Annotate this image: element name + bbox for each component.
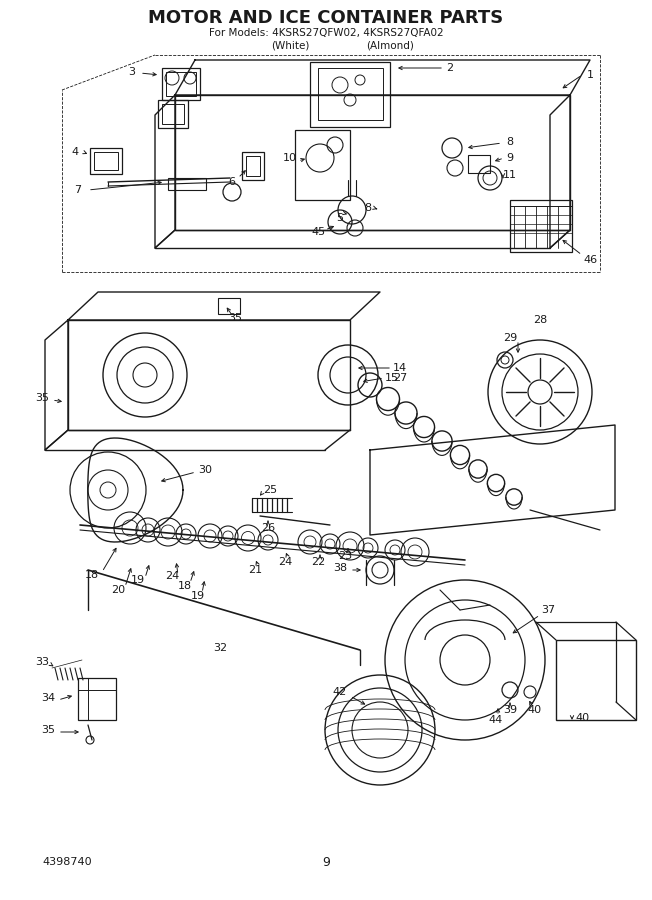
Bar — [94, 152, 118, 170]
Bar — [310, 62, 390, 127]
Text: 20: 20 — [111, 585, 125, 595]
Bar — [162, 68, 200, 100]
Text: 15: 15 — [385, 373, 399, 383]
Text: 23: 23 — [338, 551, 352, 561]
Text: 18: 18 — [178, 581, 192, 591]
Text: 9: 9 — [322, 856, 330, 868]
Text: 42: 42 — [333, 687, 347, 697]
Text: For Models: 4KSRS27QFW02, 4KSRS27QFA02: For Models: 4KSRS27QFW02, 4KSRS27QFA02 — [209, 28, 443, 38]
Text: (White): (White) — [271, 40, 309, 50]
Text: 45: 45 — [311, 227, 325, 237]
Text: 35: 35 — [228, 313, 242, 323]
Text: 18: 18 — [85, 570, 99, 580]
Text: 19: 19 — [131, 575, 145, 585]
Text: 2: 2 — [447, 63, 454, 73]
Bar — [318, 68, 383, 120]
Bar — [468, 155, 490, 173]
Text: 14: 14 — [393, 363, 407, 373]
Text: 34: 34 — [41, 693, 55, 703]
Text: 24: 24 — [278, 557, 292, 567]
Bar — [295, 130, 350, 200]
Text: 1: 1 — [587, 70, 593, 80]
Bar — [168, 178, 206, 190]
Text: 4398740: 4398740 — [42, 857, 92, 867]
Bar — [510, 200, 572, 252]
Bar — [166, 72, 196, 96]
Text: 44: 44 — [489, 715, 503, 725]
Bar — [242, 152, 264, 180]
Text: 46: 46 — [583, 255, 597, 265]
Text: 37: 37 — [541, 605, 555, 615]
Text: MOTOR AND ICE CONTAINER PARTS: MOTOR AND ICE CONTAINER PARTS — [149, 9, 503, 27]
Bar — [218, 298, 240, 314]
Text: 9: 9 — [507, 153, 514, 163]
Text: 29: 29 — [503, 333, 517, 343]
Text: 28: 28 — [533, 315, 547, 325]
Text: 7: 7 — [74, 185, 82, 195]
Text: 8: 8 — [364, 203, 372, 213]
Text: 5: 5 — [336, 213, 344, 223]
Bar — [158, 100, 188, 128]
Bar — [90, 148, 122, 174]
Text: 26: 26 — [261, 523, 275, 533]
Bar — [162, 104, 184, 124]
Text: 25: 25 — [263, 485, 277, 495]
Text: 39: 39 — [503, 705, 517, 715]
Text: 35: 35 — [41, 725, 55, 735]
Text: (Almond): (Almond) — [366, 40, 414, 50]
Text: 10: 10 — [283, 153, 297, 163]
Text: 33: 33 — [35, 657, 49, 667]
Text: 8: 8 — [507, 137, 514, 147]
Bar — [78, 678, 116, 720]
Text: 21: 21 — [248, 565, 262, 575]
Text: 38: 38 — [333, 563, 347, 573]
Text: 27: 27 — [393, 373, 407, 383]
Text: 30: 30 — [198, 465, 212, 475]
Text: 6: 6 — [228, 177, 235, 187]
Text: 40: 40 — [575, 713, 589, 723]
Text: 40: 40 — [528, 705, 542, 715]
Text: 24: 24 — [165, 571, 179, 581]
Text: 19: 19 — [191, 591, 205, 601]
Bar — [246, 156, 260, 176]
Bar — [556, 640, 636, 720]
Text: 11: 11 — [503, 170, 517, 180]
Text: 35: 35 — [35, 393, 49, 403]
Text: 22: 22 — [311, 557, 325, 567]
Text: 3: 3 — [128, 67, 136, 77]
Text: 4: 4 — [72, 147, 78, 157]
Text: 32: 32 — [213, 643, 227, 653]
